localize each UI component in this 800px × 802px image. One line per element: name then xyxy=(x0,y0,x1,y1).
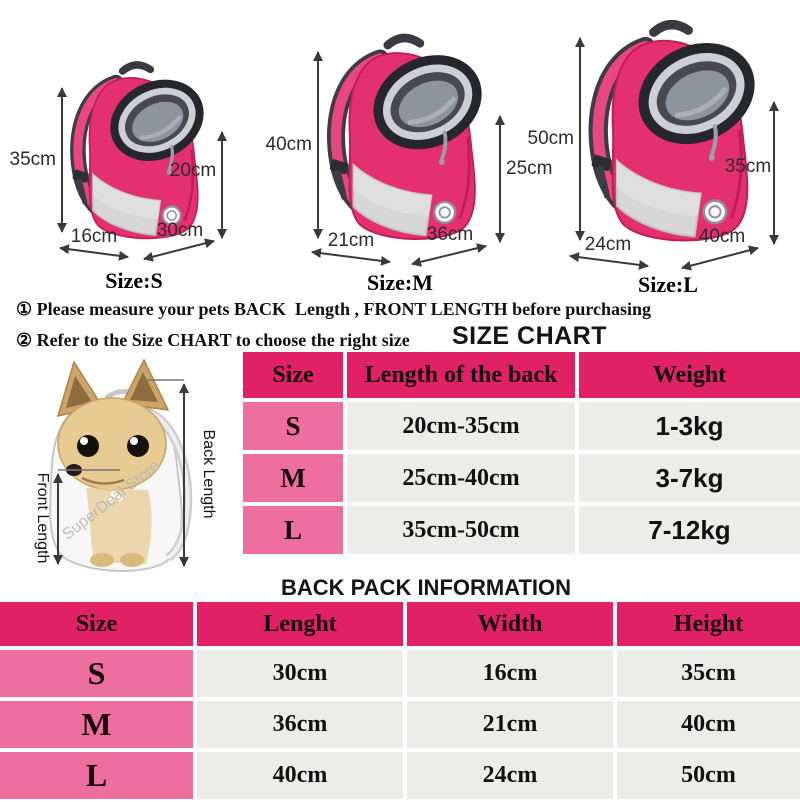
note-2-bullet: ② xyxy=(16,330,33,350)
note-2: ② Refer to the Size CHART to choose the … xyxy=(16,325,651,356)
front-length-label: Front Length xyxy=(34,473,51,564)
dim-length-m: 36cm xyxy=(427,224,473,245)
info-row-l-width: 24cm xyxy=(407,752,613,799)
note-2-text: Refer to the Size CHART to choose the ri… xyxy=(36,330,410,350)
dim-length-s: 30cm xyxy=(157,220,203,241)
size-chart-row-l-weight: 7-12kg xyxy=(579,506,800,554)
backpack-figure-l: 50cm 35cm 24cm 40cm Size:L xyxy=(528,0,779,297)
info-row-s-size: S xyxy=(0,650,193,697)
info-row-s-width: 16cm xyxy=(407,650,613,697)
info-header-width: Width xyxy=(407,602,613,646)
dim-front-height-l: 35cm xyxy=(725,156,771,177)
size-chart-row-s-back: 20cm-35cm xyxy=(347,402,575,450)
size-chart-title: SIZE CHART xyxy=(452,322,607,350)
info-header-height: Height xyxy=(617,602,800,646)
note-1-bullet: ① xyxy=(16,299,33,319)
dog-measure-figure: SuperDeal Store Front Length Back Length xyxy=(34,358,217,572)
size-chart-row-m-size: M xyxy=(243,454,343,502)
size-chart-row-l-size: L xyxy=(243,506,343,554)
dim-front-height-m: 25cm xyxy=(506,158,552,179)
size-chart-header-back: Length of the back xyxy=(347,352,575,398)
info-row-l-length: 40cm xyxy=(197,752,403,799)
size-chart-table: Size Length of the back Weight S 20cm-35… xyxy=(243,352,800,554)
size-chart-row-s-weight: 1-3kg xyxy=(579,402,800,450)
info-row-m-length: 36cm xyxy=(197,701,403,748)
size-chart-row-l-back: 35cm-50cm xyxy=(347,506,575,554)
backpack-illustration-icon xyxy=(72,65,212,238)
info-row-l-height: 50cm xyxy=(617,752,800,799)
info-header-size: Size xyxy=(0,602,193,646)
info-header-length: Lenght xyxy=(197,602,403,646)
size-chart-header-weight: Weight xyxy=(579,352,800,398)
purchase-notes: ① Please measure your pets BACK Length ,… xyxy=(16,294,651,356)
figure-caption-s: Size:S xyxy=(105,268,162,293)
dim-front-height-s: 20cm xyxy=(170,160,216,181)
figure-caption-m: Size:M xyxy=(367,270,433,295)
backpack-info-table: Size Lenght Width Height S 30cm 16cm 35c… xyxy=(0,602,800,799)
info-row-s-length: 30cm xyxy=(197,650,403,697)
dim-length-l: 40cm xyxy=(699,226,745,247)
info-row-m-size: M xyxy=(0,701,193,748)
dim-back-height-s: 35cm xyxy=(10,149,56,170)
info-row-s-height: 35cm xyxy=(617,650,800,697)
backpack-figure-s: 35cm 20cm 16cm 30cm Size:S xyxy=(10,0,227,293)
info-row-m-height: 40cm xyxy=(617,701,800,748)
dim-back-height-m: 40cm xyxy=(266,134,312,155)
backpack-info-title: BACK PACK INFORMATION xyxy=(280,575,572,600)
note-1-text: Please measure your pets BACK Length , F… xyxy=(36,299,652,319)
backpack-figure-m: 40cm 25cm 21cm 36cm Size:M xyxy=(266,0,552,295)
size-chart-row-m-back: 25cm-40cm xyxy=(347,454,575,502)
dim-width-s: 16cm xyxy=(71,226,117,247)
backpack-illustration-icon xyxy=(591,25,765,241)
backpack-illustration-icon xyxy=(329,38,491,239)
info-row-l-size: L xyxy=(0,752,193,799)
note-1: ① Please measure your pets BACK Length ,… xyxy=(16,294,651,325)
dim-width-m: 21cm xyxy=(328,230,374,251)
back-length-label: Back Length xyxy=(200,430,217,519)
dog-icon xyxy=(56,358,170,567)
dim-width-l: 24cm xyxy=(585,234,631,255)
size-chart-header-size: Size xyxy=(243,352,343,398)
figure-caption-l: Size:L xyxy=(638,272,698,297)
size-chart-row-s-size: S xyxy=(243,402,343,450)
size-chart-row-m-weight: 3-7kg xyxy=(579,454,800,502)
dim-back-height-l: 50cm xyxy=(528,128,574,149)
info-row-m-width: 21cm xyxy=(407,701,613,748)
